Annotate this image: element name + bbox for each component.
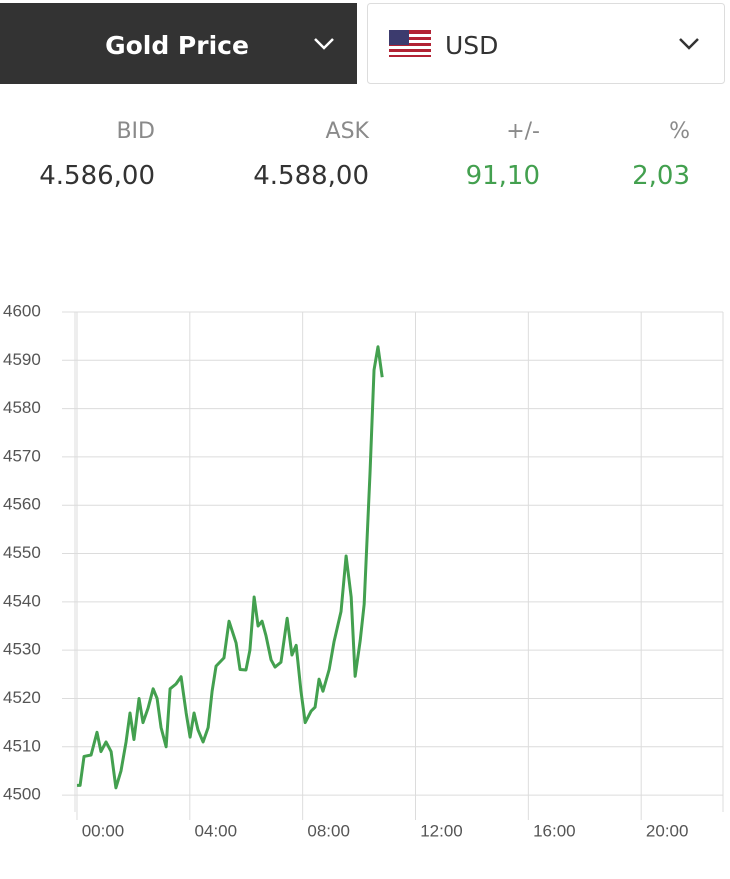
chevron	[314, 38, 334, 50]
y-tick-label: 4530	[3, 640, 41, 659]
quote-value: 2,03	[632, 161, 690, 191]
product-selector[interactable]	[0, 3, 357, 84]
y-tick-label: 4550	[3, 543, 41, 562]
quote-label: %	[669, 119, 690, 144]
x-tick-label: 04:00	[195, 821, 238, 840]
y-tick-label: 4510	[3, 736, 41, 755]
quote-value: 4.586,00	[39, 161, 155, 191]
x-tick-label: 16:00	[533, 821, 576, 840]
y-tick-label: 4560	[3, 495, 41, 514]
y-tick-label: 4600	[3, 301, 41, 320]
quote-value: 4.588,00	[253, 161, 369, 191]
x-tick-label: 20:00	[646, 821, 689, 840]
product-name: Gold Price	[105, 31, 249, 60]
price-line	[76, 345, 384, 790]
y-tick-label: 4580	[3, 398, 41, 417]
y-tick-label: 4520	[3, 688, 41, 707]
x-tick-label: 08:00	[307, 821, 350, 840]
quote-label: BID	[116, 119, 155, 144]
currency-name: USD	[445, 31, 498, 60]
quote-label: ASK	[326, 119, 370, 144]
quote-label: +/-	[506, 119, 540, 144]
us-flag	[389, 30, 431, 57]
chevron	[679, 38, 699, 50]
x-tick-label: 12:00	[420, 821, 463, 840]
quote-value: 91,10	[466, 161, 540, 191]
currency-selector[interactable]	[367, 3, 725, 84]
y-tick-label: 4590	[3, 350, 41, 369]
x-tick-label: 00:00	[82, 821, 125, 840]
y-tick-label: 4570	[3, 446, 41, 465]
y-tick-label: 4500	[3, 785, 41, 804]
y-tick-label: 4540	[3, 591, 41, 610]
